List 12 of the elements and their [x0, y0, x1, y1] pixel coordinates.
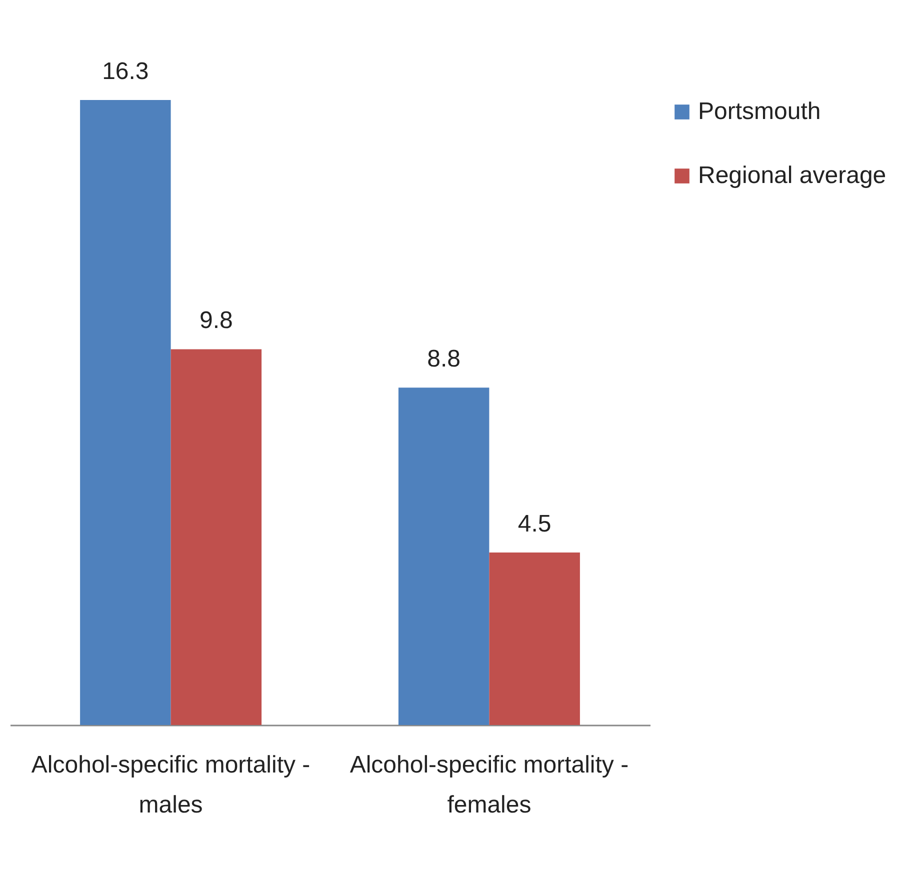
x-tick-label: Alcohol-specific mortality - females: [350, 752, 629, 818]
bar: [170, 349, 262, 725]
legend-label: Portsmouth: [698, 98, 821, 125]
bar: [398, 388, 490, 725]
x-tick-label: Alcohol-specific mortality - males: [31, 752, 310, 818]
legend-label: Regional average: [698, 162, 886, 189]
bar: [489, 552, 580, 725]
data-label: 9.8: [199, 307, 233, 334]
data-label: 16.3: [102, 58, 149, 85]
data-label: 8.8: [427, 346, 461, 373]
data-label: 4.5: [518, 510, 552, 538]
bar: [80, 100, 171, 725]
